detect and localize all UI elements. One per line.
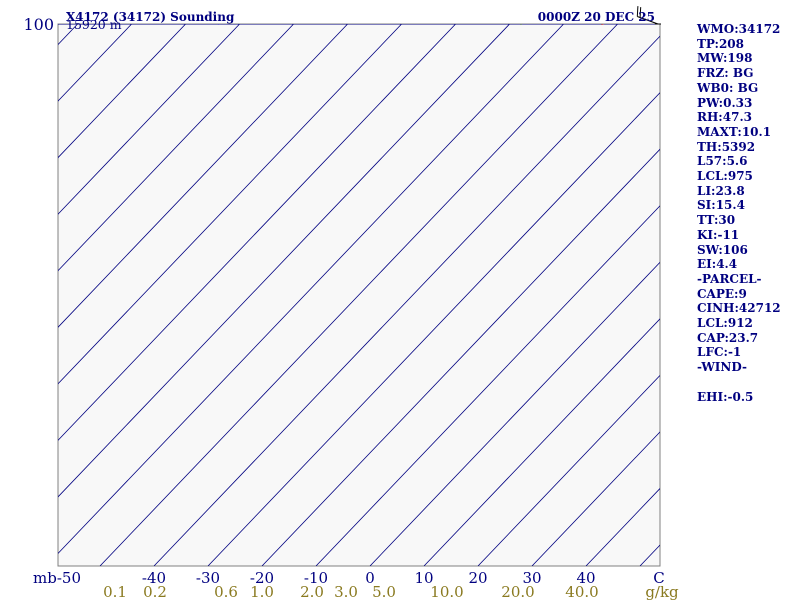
index-line: -PARCEL- — [697, 271, 762, 286]
temperature-tick-label: -30 — [196, 569, 220, 587]
mixing-ratio-label: 0.1 — [103, 583, 127, 600]
isotherm — [153, 35, 660, 566]
index-line — [697, 375, 800, 390]
index-line: EI:4.4 — [697, 257, 738, 272]
mixing-ratio-label: 0.6 — [214, 583, 238, 600]
chart-labels: 100200300400500600700800900100015920 m13… — [23, 15, 679, 600]
temperature-tick-label: -40 — [142, 569, 166, 587]
temperature-tick-label: -10 — [304, 569, 328, 587]
mixing-ratio-label: 20.0 — [501, 583, 534, 600]
index-line: MW:198 — [697, 51, 753, 66]
isotherm — [58, 24, 510, 498]
index-line: L57:5.6 — [697, 154, 748, 169]
dry-adiabat — [261, 24, 262, 25]
isotherm — [58, 24, 456, 441]
isotherm — [369, 261, 660, 566]
dry-adiabat — [737, 0, 800, 24]
index-line: CAP:23.7 — [697, 330, 759, 345]
isotherm — [58, 24, 348, 328]
dry-adiabat — [205, 24, 206, 25]
dry-adiabat — [177, 24, 178, 25]
index-line: LCL:975 — [697, 169, 753, 184]
parcel-trace — [218, 24, 220, 25]
mixing-ratio-label: g/kg — [645, 583, 679, 600]
sounding-indices-panel: WMO:34172 TP:208 MW:198 FRZ: BG WB0: BG PW:0.… — [697, 22, 800, 404]
isotherm — [531, 431, 660, 566]
wind-barbs — [636, 6, 661, 25]
valid-time: 0000Z 20 DEC 25 — [538, 10, 655, 24]
index-line: RH:47.3 — [697, 110, 752, 125]
mixing-ratio-label: 40.0 — [565, 583, 598, 600]
index-line: TT:30 — [697, 213, 736, 228]
height-label: 15920 m — [66, 17, 122, 32]
isotherm — [58, 24, 240, 215]
mixing-ratio-label: 10.0 — [430, 583, 463, 600]
dry-adiabat — [681, 0, 800, 24]
temperature-tick-label: 40 — [576, 569, 595, 587]
chart-title: X4172 (34172) Sounding — [66, 10, 235, 24]
isotherm — [477, 374, 660, 566]
isotherm — [261, 148, 660, 566]
index-line: SW:106 — [697, 242, 748, 257]
chart-profiles — [218, 24, 605, 25]
dry-adiabat — [652, 24, 654, 25]
temperature-tick-label: mb-50 — [33, 569, 81, 587]
index-line: CAPE:9 — [697, 286, 747, 301]
index-line: LI:23.8 — [697, 183, 745, 198]
temperature-tick-label: 20 — [468, 569, 487, 587]
index-line: WB0: BG — [697, 80, 759, 95]
index-line: TH:5392 — [697, 139, 756, 154]
isotherm — [315, 205, 660, 566]
index-line: SI:15.4 — [697, 198, 745, 213]
mixing-ratio-label: 5.0 — [372, 583, 396, 600]
chart-grid — [58, 0, 800, 566]
isotherm — [58, 24, 294, 272]
isotherm — [58, 24, 186, 159]
wind-barb — [636, 6, 659, 25]
index-line: MAXT:10.1 — [697, 124, 772, 139]
index-line: TP:208 — [697, 36, 745, 51]
mixing-ratio-label: 0.2 — [143, 583, 167, 600]
dry-adiabat — [149, 24, 150, 25]
index-line: LCL:912 — [697, 316, 753, 331]
isotherm — [58, 24, 564, 555]
dry-adiabat — [233, 24, 234, 25]
temperature-tick-label: 10 — [414, 569, 433, 587]
index-line: EHI:-0.5 — [697, 389, 754, 404]
mixing-ratio-label: 2.0 — [300, 583, 324, 600]
dry-adiabat — [709, 0, 800, 24]
index-line: -WIND- — [697, 360, 747, 375]
index-line: PW:0.33 — [697, 95, 753, 110]
index-line: FRZ: BG — [697, 66, 754, 81]
mixing-ratio-label: 1.0 — [250, 583, 274, 600]
isotherm — [99, 24, 618, 566]
isotherm — [423, 318, 660, 566]
isotherm — [58, 24, 402, 385]
mixing-ratio-label: 3.0 — [334, 583, 358, 600]
temperature-tick-label: -20 — [250, 569, 274, 587]
index-line: WMO:34172 — [697, 22, 781, 36]
index-line: KI:-11 — [697, 227, 740, 242]
temperature-tick-label: 30 — [522, 569, 541, 587]
pressure-tick-label: 100 — [23, 15, 54, 34]
temperature-tick-label: C — [653, 569, 664, 587]
isotherm — [207, 92, 660, 566]
index-line: LFC:-1 — [697, 345, 742, 360]
temperature-tick-label: 0 — [365, 569, 375, 587]
index-line: CINH:42712 — [697, 301, 781, 316]
